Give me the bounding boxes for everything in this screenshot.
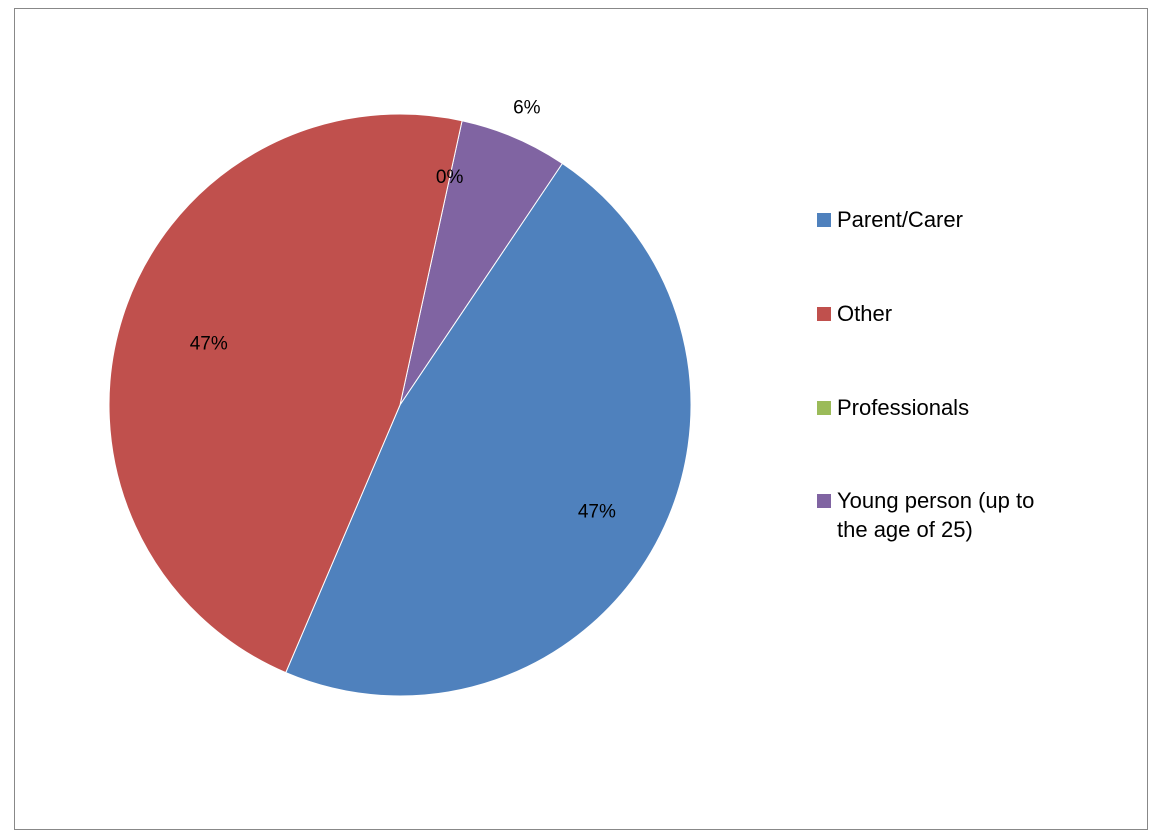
legend-item-parent-carer: Parent/Carer [817,205,1047,234]
legend-label: Young person (up to the age of 25) [837,488,1035,542]
legend-item-other: Other [817,299,1047,328]
data-label-parent-carer: 47% [578,501,616,522]
legend-label: Parent/Carer [837,207,963,232]
pie-slices [108,113,692,697]
chart-frame: 6% 47% 47% 0% Parent/Carer Other Profession… [14,8,1148,830]
pie-data-labels: 6% 47% 47% 0% [190,97,616,522]
legend-label: Other [837,301,893,326]
legend-swatch-young-person [817,494,831,508]
legend-item-professionals: Professionals [817,393,1047,422]
pie-slice-other [108,113,463,674]
legend-swatch-parent-carer [817,213,831,227]
pie-slice-parent-carer [285,162,692,697]
legend-item-young-person: Young person (up to the age of 25) [817,486,1047,544]
legend: Parent/Carer Other Professionals Young p… [817,205,1047,544]
data-label-other: 47% [190,333,228,354]
legend-swatch-professionals [817,401,831,415]
legend-label: Professionals [837,395,970,420]
pie-chart: 6% 47% 47% 0% [108,97,692,697]
data-label-professionals: 0% [436,167,464,188]
legend-swatch-other [817,307,831,321]
data-label-young-person: 6% [513,97,541,118]
